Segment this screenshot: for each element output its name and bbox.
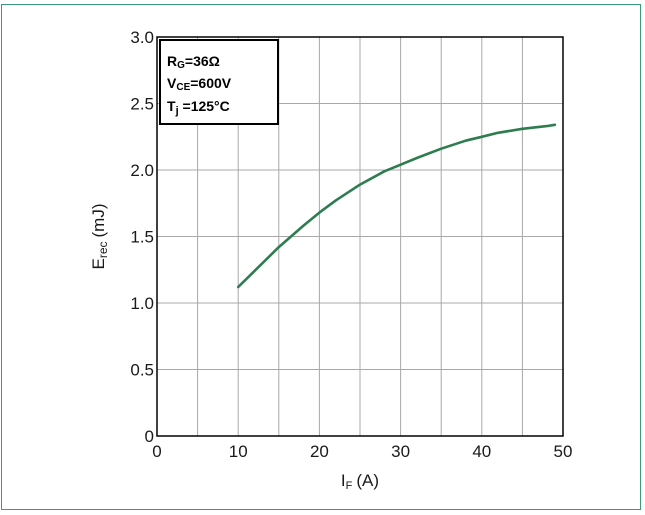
y-tick-label: 3.0	[130, 28, 154, 47]
x-tick-label: 0	[152, 442, 161, 461]
y-axis-title-main: E	[89, 258, 108, 269]
chart-svg: 0 10 20 30 40 50 0 0.5 1.0 1.5 2.0 2.5 3.0 IF (A) Er…	[89, 28, 572, 492]
annotation-box: RG=36Ω VCE=600V Tj =125°C	[159, 39, 279, 125]
ann-vce-main: V	[167, 75, 177, 91]
y-tick-labels: 0 0.5 1.0 1.5 2.0 2.5 3.0	[130, 28, 154, 446]
ann-vce-sub: CE	[176, 82, 190, 93]
x-tick-label: 50	[554, 442, 573, 461]
series-line-1	[236, 123, 557, 289]
x-tick-label: 20	[310, 442, 329, 461]
ann-rg-main: R	[167, 53, 177, 69]
y-tick-label: 2.0	[130, 161, 154, 180]
y-tick-label: 0.5	[130, 361, 154, 380]
annotation-border	[159, 39, 279, 125]
ann-vce-rest: =600V	[190, 75, 232, 91]
annotation-line-tj: Tj =125°C	[167, 98, 230, 117]
grid	[157, 37, 563, 436]
y-tick-label: 1.5	[130, 228, 154, 247]
x-axis-title-main: I	[341, 471, 346, 490]
annotation-line-vce: VCE=600V	[167, 75, 232, 93]
y-tick-label: 1.0	[130, 294, 154, 313]
y-axis-title: Erec (mJ)	[89, 204, 110, 270]
y-axis-title-unit: (mJ)	[89, 204, 108, 238]
x-axis-title-sub: F	[346, 480, 353, 492]
x-tick-label: 10	[229, 442, 248, 461]
x-axis-title-unit: (A)	[356, 471, 379, 490]
x-tick-label: 40	[472, 442, 491, 461]
ann-tj-sub: j	[175, 105, 179, 117]
ann-tj-main: T	[167, 98, 176, 114]
chart-frame: 0 10 20 30 40 50 0 0.5 1.0 1.5 2.0 2.5 3.0 IF (A) Er…	[1, 4, 641, 510]
ann-tj-rest: =125°C	[179, 98, 230, 114]
plot-area-border	[156, 36, 564, 437]
series-layer	[236, 123, 557, 289]
x-tick-label: 30	[391, 442, 410, 461]
plot-border	[156, 36, 564, 437]
annotation-line-rg: RG=36Ω	[167, 53, 220, 71]
ann-rg-rest: =36Ω	[185, 53, 220, 69]
x-tick-labels: 0 10 20 30 40 50	[152, 442, 572, 461]
y-tick-label: 2.5	[130, 95, 154, 114]
x-axis-title: IF (A)	[341, 471, 379, 492]
y-axis-title-sub: rec	[96, 241, 110, 258]
ann-rg-sub: G	[177, 60, 185, 71]
y-tick-label: 0	[145, 427, 154, 446]
